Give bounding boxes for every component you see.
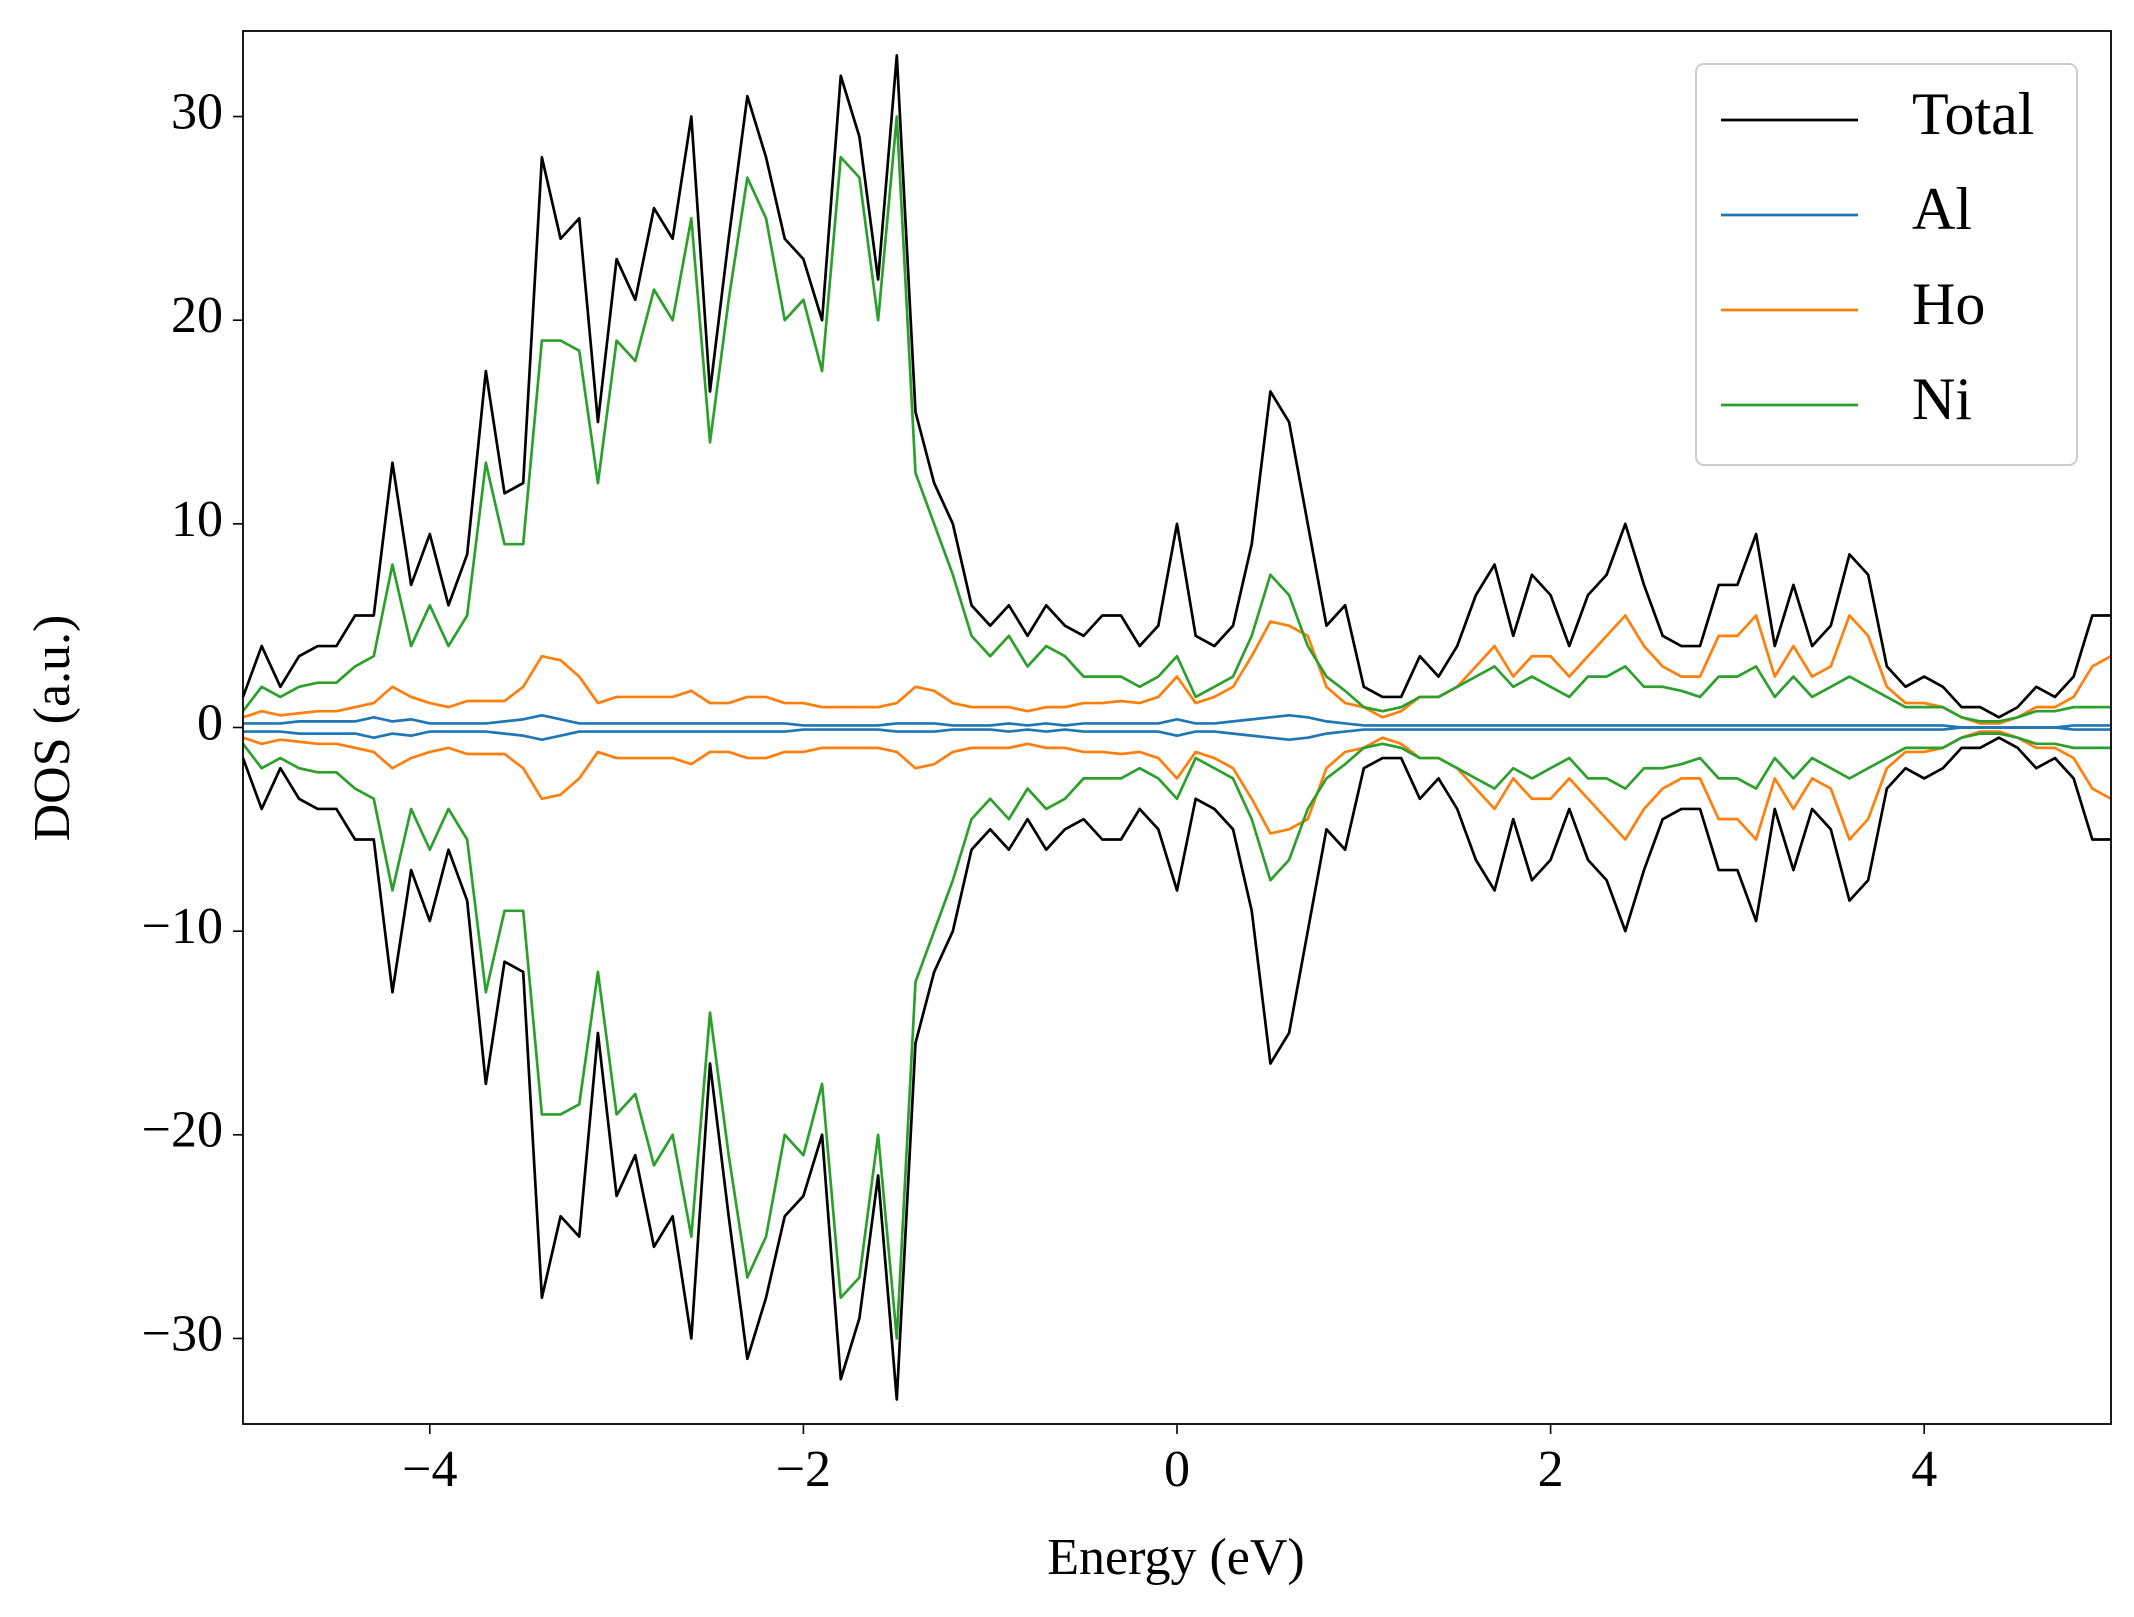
dos-line bbox=[243, 713, 2111, 729]
y-tick-label: −10 bbox=[142, 898, 223, 955]
y-tick-label: −20 bbox=[142, 1102, 223, 1159]
dos-line bbox=[241, 736, 2111, 1401]
x-tick-label: −2 bbox=[776, 1441, 831, 1498]
y-tick-label: −30 bbox=[142, 1305, 223, 1362]
plot-frame bbox=[242, 30, 2112, 1425]
y-axis-label: DOS (a.u.) bbox=[24, 615, 81, 842]
dos-line bbox=[241, 54, 2111, 719]
legend-label: Total bbox=[1912, 81, 2034, 147]
dos-line bbox=[243, 726, 2111, 742]
x-tick-label: −4 bbox=[402, 1441, 457, 1498]
legend-label: Al bbox=[1912, 176, 1972, 242]
y-tick-label: 0 bbox=[197, 694, 223, 751]
x-tick-label: 0 bbox=[1164, 1441, 1190, 1498]
dos-line bbox=[242, 614, 2112, 725]
y-tick-label: 10 bbox=[171, 491, 223, 548]
dos-line bbox=[242, 730, 2112, 841]
legend-label: Ni bbox=[1912, 366, 1972, 432]
x-axis-label: Energy (eV) bbox=[1047, 1529, 1305, 1586]
x-tick-label: 2 bbox=[1538, 1441, 1564, 1498]
legend-box bbox=[1695, 63, 2078, 466]
dos-line bbox=[241, 115, 2111, 723]
legend-label: Ho bbox=[1912, 271, 1985, 337]
dos-line bbox=[241, 732, 2111, 1340]
y-tick-label: 20 bbox=[171, 287, 223, 344]
x-tick-label: 4 bbox=[1911, 1441, 1937, 1498]
y-tick-label: 30 bbox=[171, 83, 223, 140]
